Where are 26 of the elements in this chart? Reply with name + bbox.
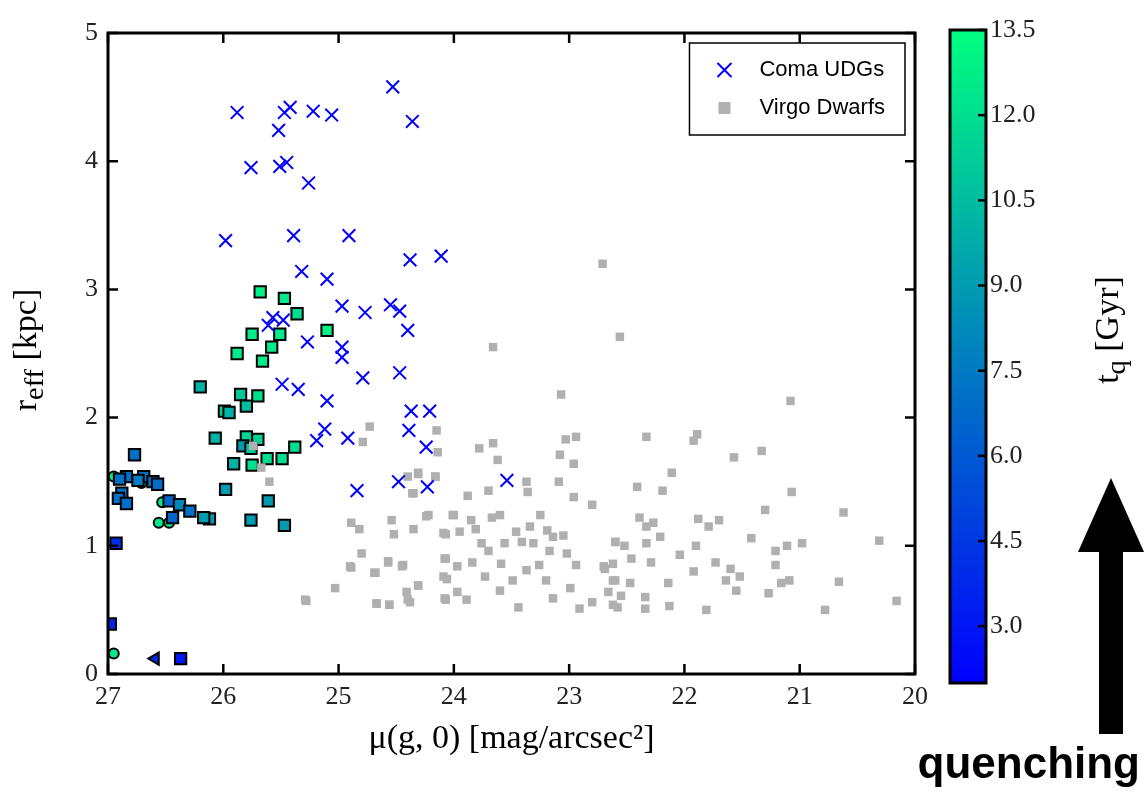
y-tick-label: 0: [85, 657, 98, 687]
y-tick-label: 1: [85, 529, 98, 559]
legend-label: Coma UDGs: [759, 56, 885, 82]
x-tick-label: 22: [671, 681, 698, 711]
x-tick-label: 24: [440, 681, 467, 711]
color-bar-label: 6.0: [990, 439, 1023, 469]
x-tick-label: 25: [325, 681, 352, 711]
y-tick-label: 4: [85, 145, 98, 175]
x-tick-label: 20: [902, 681, 928, 711]
color-bar-label: 3.0: [990, 610, 1023, 640]
y-tick-label: 3: [85, 273, 98, 303]
y-tick-label: 2: [85, 401, 98, 431]
color-bar-label: 12.0: [990, 99, 1036, 128]
legend-label: Virgo Dwarfs: [759, 94, 886, 120]
x-tick-label: 21: [786, 681, 813, 711]
text: quenching: [917, 738, 1140, 788]
x-tick-label: 26: [210, 681, 237, 711]
x-axis-title: μ(g, 0) [mag/arcsec²]: [367, 718, 656, 756]
color-bar-label: 4.5: [990, 524, 1023, 554]
x-tick-label: 27: [95, 681, 121, 711]
y-tick-label: 5: [85, 16, 98, 46]
x-tick-label: 23: [556, 681, 583, 711]
color-bar-label: 9.0: [990, 269, 1023, 299]
color-bar-label: 7.5: [990, 354, 1023, 384]
color-bar-label: 13.5: [990, 13, 1036, 43]
color-bar-label: 10.5: [990, 184, 1036, 214]
